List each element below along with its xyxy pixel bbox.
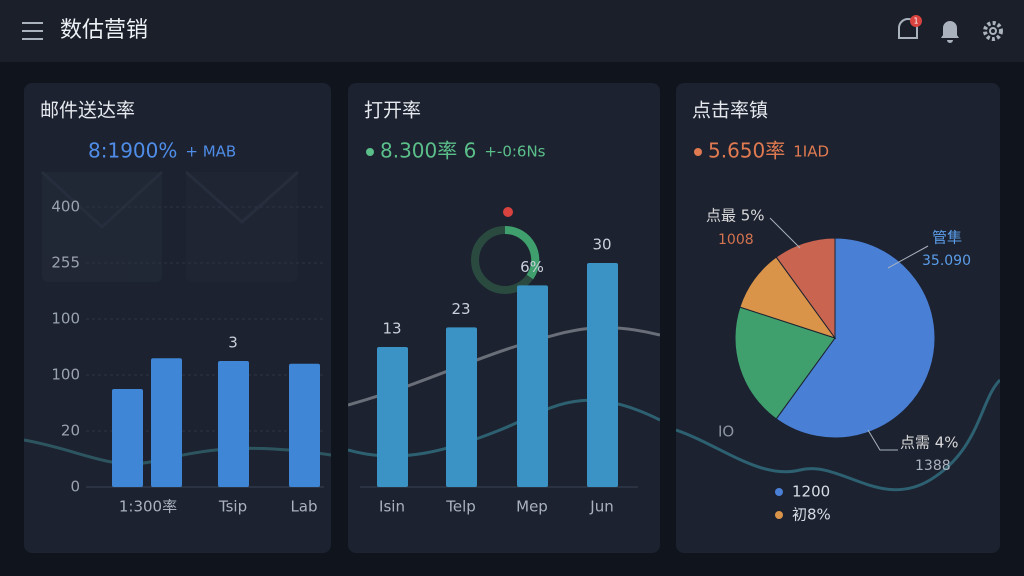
leader-line bbox=[769, 217, 801, 249]
decor-curve bbox=[24, 438, 331, 466]
panel-title: 点击率镇 bbox=[692, 100, 768, 122]
slice-sublabel: 1388 bbox=[915, 458, 951, 474]
y-tick-label: 100 bbox=[51, 310, 80, 328]
panel bbox=[24, 83, 331, 553]
leader-line bbox=[867, 429, 898, 451]
donut-decor bbox=[471, 207, 540, 294]
bar bbox=[587, 263, 618, 487]
slice-label: 点需 4% bbox=[900, 434, 959, 452]
legend-swatch bbox=[775, 488, 783, 496]
bar bbox=[218, 361, 249, 487]
kpi-dot bbox=[694, 148, 702, 156]
kpi-delta: +-0:6Ns bbox=[484, 143, 545, 161]
x-tick-label: 1:300率 bbox=[119, 498, 177, 516]
legend-label: 1200 bbox=[792, 483, 830, 501]
notifications-icon[interactable]: 1 bbox=[898, 15, 922, 39]
pie-slice bbox=[775, 237, 836, 340]
x-tick-label: Telp bbox=[445, 498, 476, 516]
x-tick-label: Mep bbox=[516, 498, 548, 516]
kpi-dot bbox=[366, 148, 374, 156]
data-label: 23 bbox=[451, 300, 470, 318]
y-tick-label: 0 bbox=[70, 478, 80, 496]
kpi-value: 5.650率 bbox=[708, 139, 785, 163]
leader-line bbox=[887, 245, 929, 269]
y-tick-label: 100 bbox=[51, 366, 80, 384]
slice-sublabel: 1008 bbox=[718, 232, 754, 248]
bar bbox=[377, 347, 408, 487]
data-label: 30 bbox=[592, 236, 611, 254]
panel bbox=[348, 83, 660, 553]
x-tick-label: Tsip bbox=[218, 498, 247, 516]
x-tick-label: Isin bbox=[379, 498, 405, 516]
panel-title: 打开率 bbox=[364, 100, 421, 122]
bar bbox=[151, 358, 182, 487]
bell-icon[interactable] bbox=[941, 21, 959, 43]
data-label: 13 bbox=[382, 320, 401, 338]
x-tick-label: Jun bbox=[589, 498, 613, 516]
slice-label: IO bbox=[718, 423, 734, 441]
decor-curve bbox=[676, 378, 1000, 492]
settings-icon[interactable] bbox=[983, 21, 1003, 41]
bar bbox=[289, 363, 320, 487]
legend-label: 初8% bbox=[792, 506, 831, 524]
slice-label: 点最 5% bbox=[706, 207, 765, 225]
bar bbox=[112, 389, 143, 487]
y-tick-label: 20 bbox=[61, 422, 80, 440]
slice-sublabel: 35.090 bbox=[922, 253, 971, 269]
bar bbox=[517, 285, 548, 487]
x-tick-label: Lab bbox=[290, 498, 317, 516]
y-tick-label: 400 bbox=[51, 198, 80, 216]
menu-icon[interactable] bbox=[22, 22, 43, 40]
pie-slice bbox=[775, 237, 936, 439]
header-bar bbox=[0, 0, 1024, 62]
slice-label: 管隼 bbox=[932, 229, 962, 247]
app-title: 数估营销 bbox=[60, 18, 148, 43]
bar bbox=[446, 327, 477, 487]
kpi-value: 8.300率 6 bbox=[380, 139, 476, 163]
kpi-delta: 1IAD bbox=[793, 143, 829, 161]
kpi-delta: + MAB bbox=[185, 143, 236, 161]
background-decor bbox=[40, 170, 299, 282]
data-label: 3 bbox=[228, 334, 238, 352]
panel-title: 邮件送达率 bbox=[40, 100, 135, 122]
pie-slice bbox=[734, 306, 836, 420]
y-tick-label: 255 bbox=[51, 254, 80, 272]
kpi-value: 8:1900% bbox=[88, 139, 177, 163]
badge: 1 bbox=[913, 17, 918, 26]
legend-swatch bbox=[775, 511, 783, 519]
data-label: 6% bbox=[520, 258, 544, 276]
